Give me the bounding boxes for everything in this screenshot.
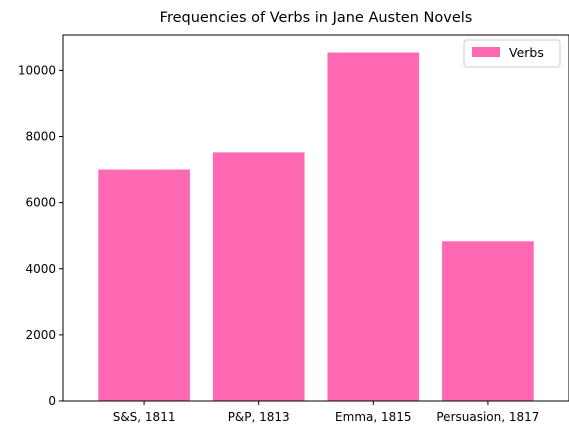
bar-1 bbox=[212, 152, 305, 401]
x-tick-label-3: Persuasion, 1817 bbox=[436, 410, 539, 424]
x-tick-label-1: P&P, 1813 bbox=[228, 410, 290, 424]
x-tick-label-0: S&S, 1811 bbox=[113, 410, 176, 424]
y-tick-label-2: 4000 bbox=[25, 262, 56, 276]
legend-swatch bbox=[472, 47, 500, 57]
y-tick-label-3: 6000 bbox=[25, 196, 56, 210]
y-tick-label-5: 10000 bbox=[18, 63, 56, 77]
bars-group bbox=[98, 52, 534, 401]
y-tick-label-0: 0 bbox=[48, 394, 56, 408]
legend-label-verbs: Verbs bbox=[509, 45, 544, 60]
x-tick-label-2: Emma, 1815 bbox=[335, 410, 411, 424]
y-tick-label-1: 2000 bbox=[25, 328, 56, 342]
legend: Verbs bbox=[463, 39, 561, 68]
legend-box bbox=[463, 39, 561, 68]
bar-2 bbox=[327, 52, 420, 401]
chart-title: Frequencies of Verbs in Jane Austen Nove… bbox=[160, 10, 473, 26]
y-tick-label-4: 8000 bbox=[25, 130, 56, 144]
plot-frame bbox=[62, 34, 569, 402]
x-axis: S&S, 1811 P&P, 1813 Emma, 1815 Persuasion, … bbox=[113, 401, 539, 424]
y-axis: 0 2000 4000 6000 8000 10000 bbox=[18, 63, 63, 408]
bar-0 bbox=[98, 169, 190, 401]
bar-3 bbox=[442, 241, 534, 401]
